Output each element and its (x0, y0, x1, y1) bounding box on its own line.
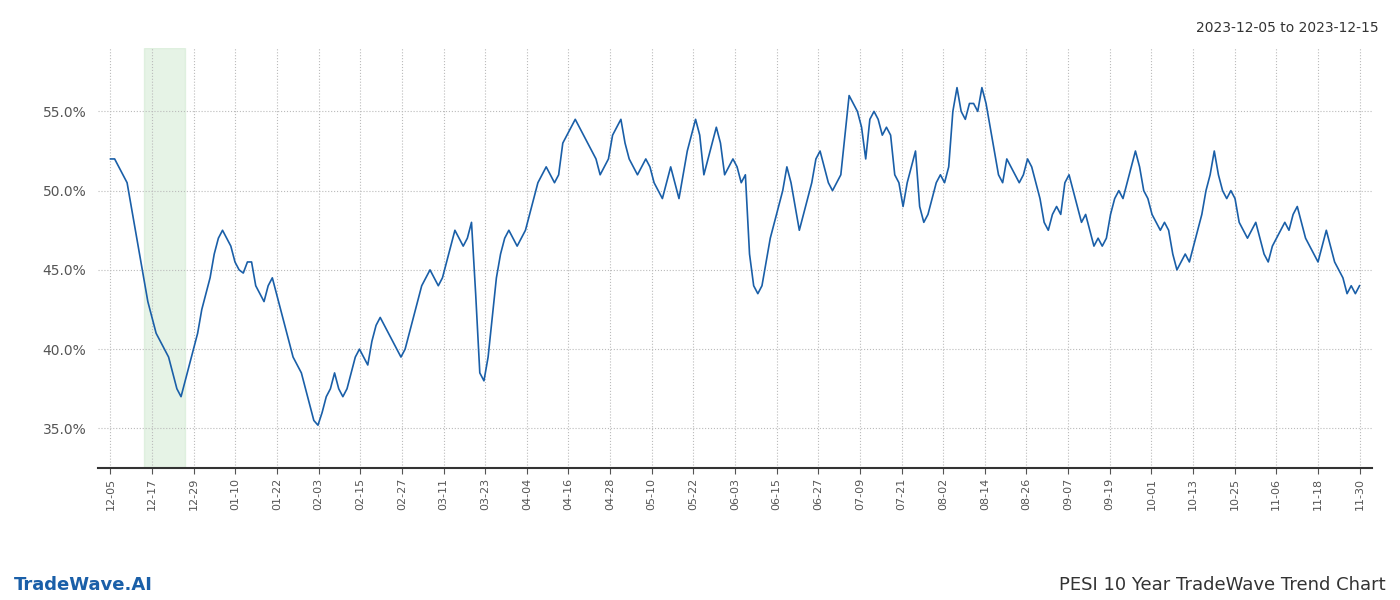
Text: TradeWave.AI: TradeWave.AI (14, 576, 153, 594)
Bar (144, 48, 185, 468)
Text: 2023-12-05 to 2023-12-15: 2023-12-05 to 2023-12-15 (1197, 21, 1379, 35)
Text: PESI 10 Year TradeWave Trend Chart: PESI 10 Year TradeWave Trend Chart (1060, 576, 1386, 594)
